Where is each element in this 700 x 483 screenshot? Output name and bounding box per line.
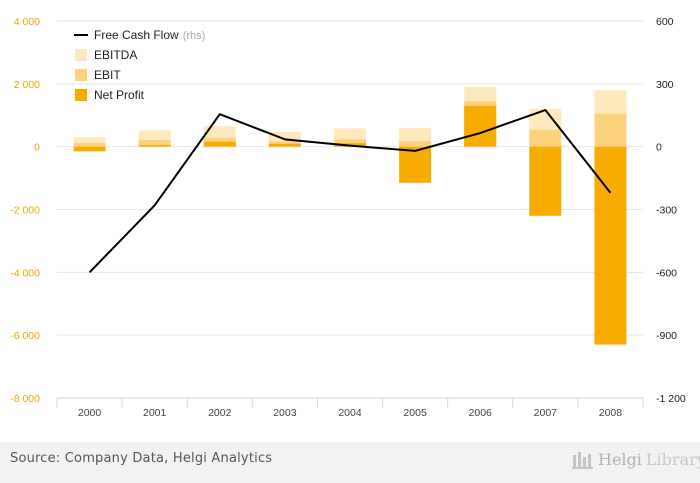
legend-label: Free Cash Flow	[94, 28, 179, 42]
x-tick-label: 2001	[143, 407, 167, 419]
y-right-tick-label: -300	[656, 205, 677, 217]
y-right-tick-label: -900	[656, 330, 677, 342]
legend-label: EBITDA	[94, 48, 137, 62]
x-tick-label: 2006	[469, 407, 493, 419]
bar-ebit	[138, 140, 171, 147]
legend-box-swatch	[75, 69, 87, 81]
legend-box-swatch	[75, 49, 87, 61]
bar-net-profit	[73, 146, 106, 152]
y-left-tick-label: -2 000	[10, 205, 40, 217]
y-left-tick-label: -8 000	[10, 393, 40, 405]
y-left-tick-label: -6 000	[10, 330, 40, 342]
source-note: Source: Company Data, Helgi Analytics	[10, 451, 273, 466]
bar-net-profit	[464, 105, 497, 147]
legend-box-swatch	[75, 89, 87, 101]
brand-name-part-2: Library	[645, 449, 700, 469]
y-left-tick-label: 4 000	[14, 16, 40, 28]
chart-canvas: 4 000 2 000 0 -2 000 -4 000 -6 000 -8 000 600 30…	[10, 16, 686, 419]
legend-label-suffix: (rhs)	[183, 30, 206, 42]
legend-label: Net Profit	[94, 88, 145, 102]
library-icon	[572, 452, 593, 469]
x-tick-label: 2003	[273, 407, 297, 419]
y-right-tick-label: 300	[656, 79, 674, 91]
x-tick-label: 2002	[208, 407, 232, 419]
x-tick-label: 2005	[403, 407, 427, 419]
bar-ebitda	[73, 137, 106, 147]
x-tick-label: 2004	[338, 407, 362, 419]
bar-net-profit	[529, 146, 562, 216]
brand-logo: Helgi Library	[572, 448, 700, 470]
x-tick-label: 2000	[78, 407, 102, 419]
bar-ebit	[399, 141, 432, 147]
x-tick-label: 2008	[599, 407, 623, 419]
brand-name-part-1: Helgi	[598, 449, 642, 469]
y-left-tick-label: 2 000	[14, 79, 40, 91]
bar-net-profit	[268, 143, 301, 147]
x-tick-label: 2007	[534, 407, 558, 419]
bar-net-profit	[594, 146, 627, 345]
bar-ebit	[529, 129, 562, 147]
y-right-tick-label: -600	[656, 267, 677, 279]
y-right-tick-label: -1 200	[656, 393, 686, 405]
bar-ebit	[334, 139, 366, 147]
bar-net-profit	[399, 146, 432, 183]
y-right-tick-label: 0	[656, 142, 662, 154]
bar-net-profit	[138, 145, 171, 147]
bar-net-profit	[203, 141, 236, 147]
y-right-tick-label: 600	[656, 16, 674, 28]
y-left-tick-label: 0	[34, 142, 40, 154]
legend-label: EBIT	[94, 68, 121, 82]
y-left-tick-label: -4 000	[10, 267, 40, 279]
bar-ebit	[73, 143, 106, 147]
bar-ebit	[594, 113, 627, 147]
